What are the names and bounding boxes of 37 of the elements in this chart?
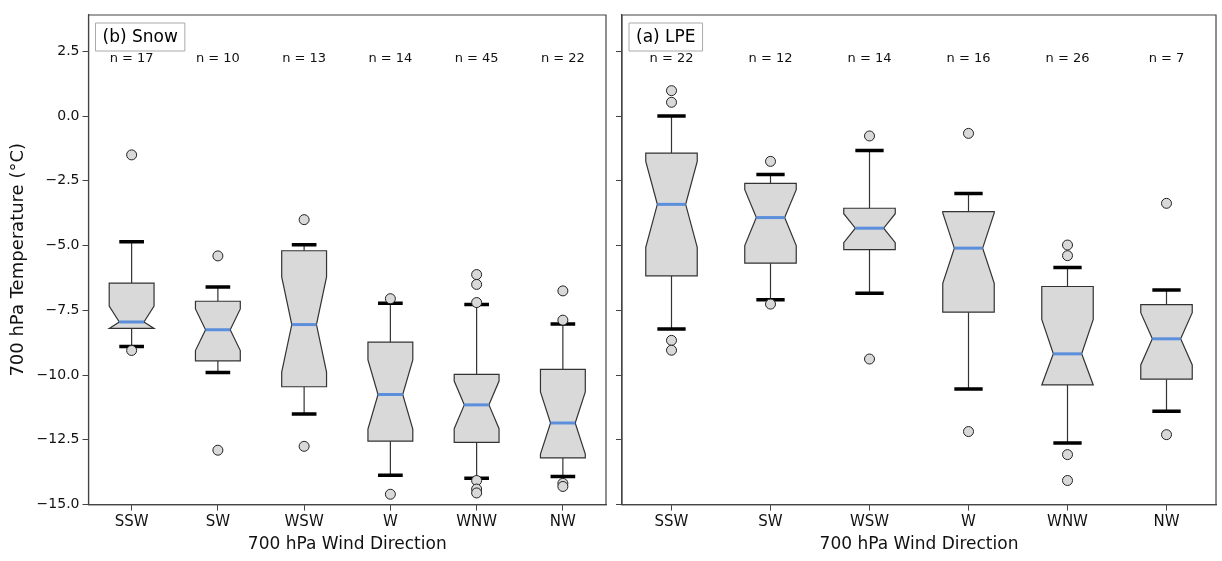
annotation: n = 45 bbox=[454, 50, 499, 66]
text: (a) LPE bbox=[636, 26, 696, 47]
y-tick-label: −10.0 bbox=[36, 365, 80, 382]
annotation: n = 22 bbox=[540, 50, 585, 66]
text: (b) Snow bbox=[102, 26, 178, 47]
x-tick-label: WSW bbox=[284, 512, 324, 531]
annotation: n = 14 bbox=[368, 50, 413, 66]
x-tick-label: SW bbox=[758, 512, 783, 531]
annotation: n = 10 bbox=[195, 50, 240, 66]
x-tick-label: NW bbox=[1153, 512, 1180, 531]
y-tick-label: 2.5 bbox=[57, 41, 80, 58]
x-tick-label: WNW bbox=[1047, 512, 1089, 531]
x-tick-label: WSW bbox=[849, 512, 890, 531]
x-tick-label: WNW bbox=[456, 512, 498, 531]
x-tick-label: NW bbox=[549, 512, 577, 531]
annotation: n = 26 bbox=[1045, 50, 1090, 66]
y-axis-title: 700 hPa Temperature (°C) bbox=[6, 142, 28, 377]
annotation: n = 7 bbox=[1148, 50, 1185, 66]
x-tick-label: SSW bbox=[114, 512, 149, 531]
annotation: n = 14 bbox=[847, 50, 892, 66]
y-tick-label: 0.0 bbox=[57, 106, 80, 123]
y-tick-label: −5.0 bbox=[45, 236, 80, 253]
annotation: n = 17 bbox=[109, 50, 154, 66]
x-tick-label: SSW bbox=[654, 512, 689, 531]
annotation: n = 22 bbox=[649, 50, 694, 66]
annotation: n = 16 bbox=[946, 50, 991, 66]
x-tick-label: W bbox=[382, 512, 398, 531]
annotation: n = 13 bbox=[282, 50, 327, 66]
y-tick-label: −15.0 bbox=[36, 495, 80, 512]
annotation: n = 12 bbox=[748, 50, 793, 66]
x-axis-title: 700 hPa Wind Direction bbox=[247, 533, 447, 554]
x-tick-label: W bbox=[961, 512, 977, 531]
y-tick-label: −12.5 bbox=[36, 430, 80, 447]
x-tick-label: SW bbox=[205, 512, 231, 531]
y-tick-label: −2.5 bbox=[45, 171, 80, 188]
y-tick-label: −7.5 bbox=[45, 300, 80, 317]
x-axis-title: 700 hPa Wind Direction bbox=[819, 533, 1019, 554]
